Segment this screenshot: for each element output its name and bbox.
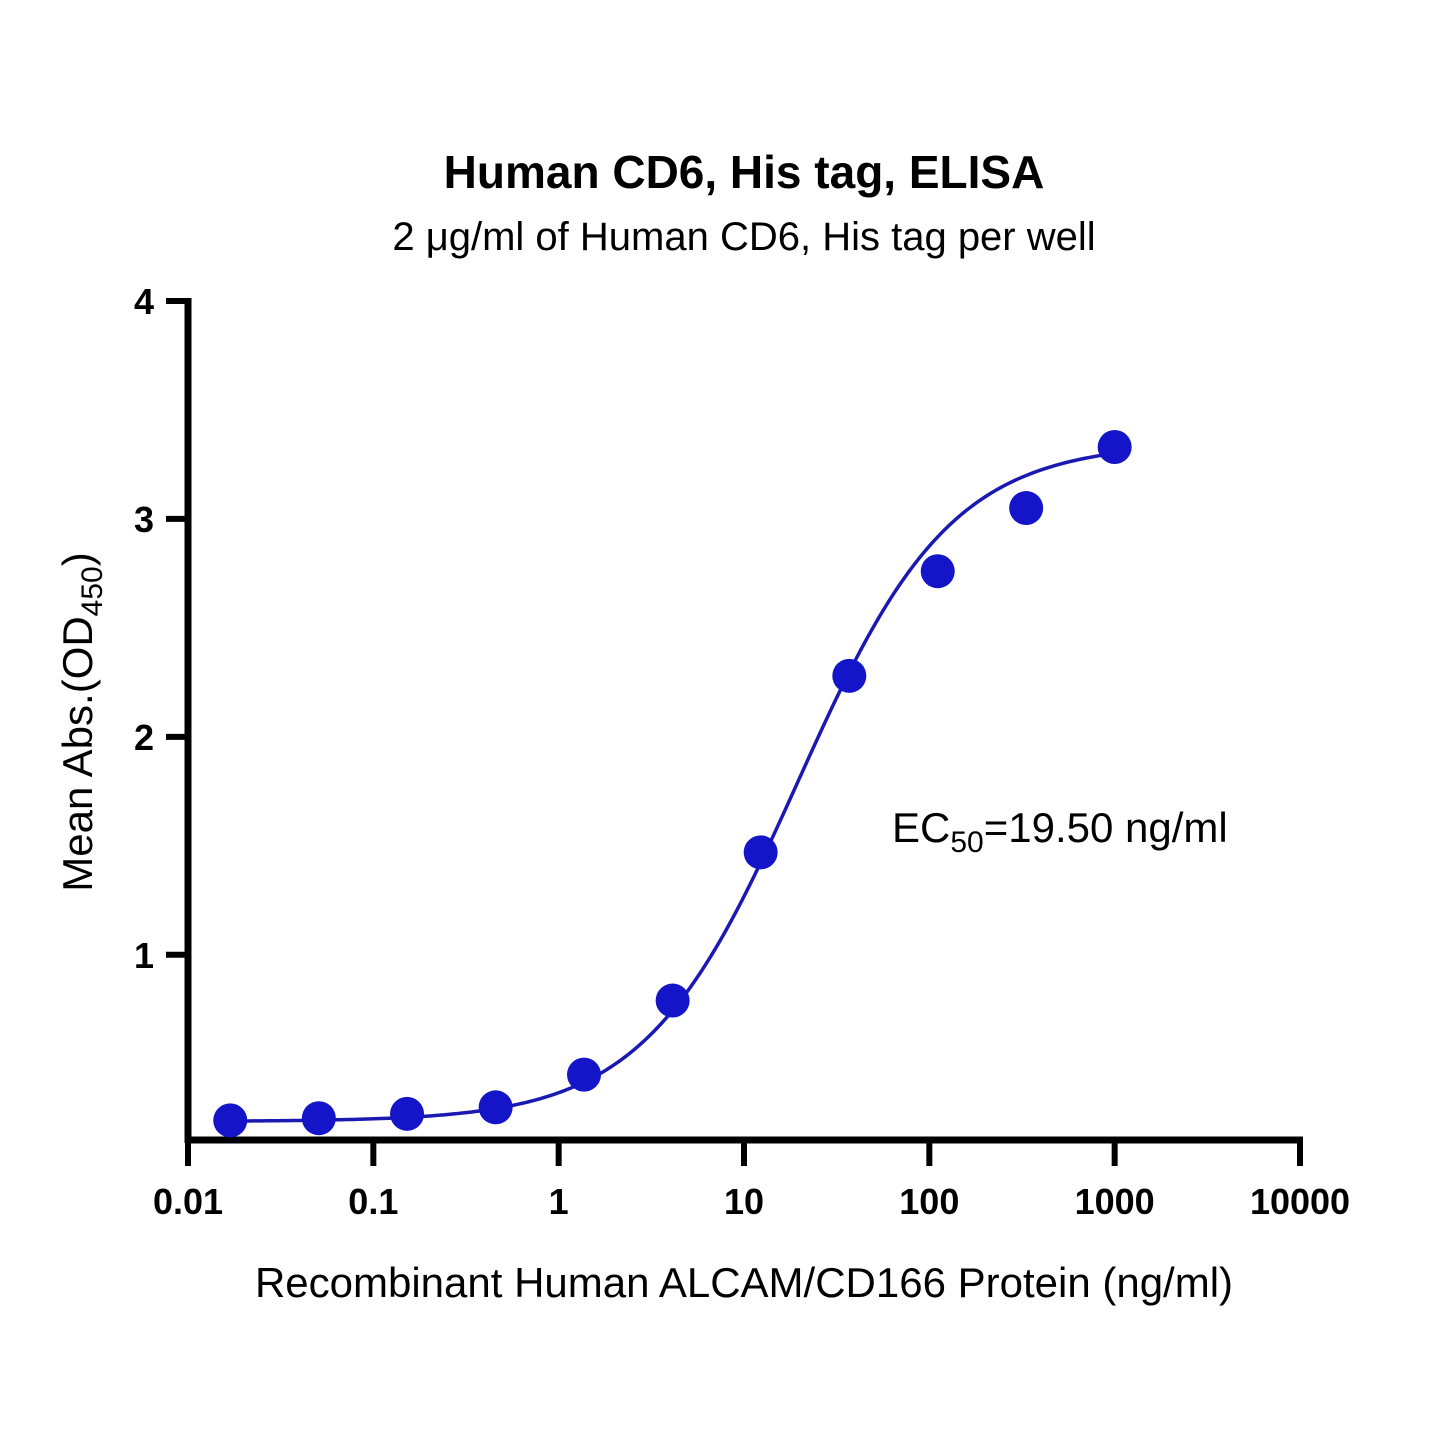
- y-tick-label-2: 3: [134, 499, 154, 540]
- y-tick-label-0: 1: [134, 935, 154, 976]
- data-point-2: [390, 1096, 425, 1131]
- y-axis-label-main: Mean Abs.(OD: [54, 616, 101, 891]
- ec50-annotation: EC50=19.50 ng/ml: [892, 804, 1228, 859]
- y-axis-label-sub: 450: [76, 566, 109, 616]
- chart-subtitle: 2 μg/ml of Human CD6, His tag per well: [392, 215, 1095, 259]
- data-point-10: [1097, 430, 1132, 465]
- data-point-8: [920, 554, 955, 589]
- x-tick-label-6: 10000: [1250, 1181, 1350, 1222]
- x-tick-label-1: 0.1: [348, 1181, 398, 1222]
- fit-curve: [230, 451, 1115, 1123]
- y-axis-label: Mean Abs.(OD450): [54, 552, 109, 892]
- ec50-sub: 50: [950, 826, 983, 859]
- data-point-6: [743, 835, 778, 870]
- ec50-suffix: =19.50 ng/ml: [984, 804, 1228, 851]
- data-point-7: [832, 658, 867, 693]
- chart-title: Human CD6, His tag, ELISA: [444, 146, 1045, 198]
- axes: 1 2 3 4 0.01 0.1 1 10 100 1000 10000: [134, 281, 1350, 1222]
- y-tick-label-3: 4: [134, 281, 154, 322]
- x-tick-label-0: 0.01: [153, 1181, 223, 1222]
- x-tick-label-2: 1: [549, 1181, 569, 1222]
- data-point-3: [478, 1090, 513, 1125]
- x-axis-label: Recombinant Human ALCAM/CD166 Protein (n…: [255, 1259, 1233, 1306]
- data-points-layer: [213, 430, 1132, 1138]
- y-axis-label-end: ): [54, 552, 101, 566]
- ec50-prefix: EC: [892, 804, 950, 851]
- data-point-1: [301, 1101, 336, 1136]
- fit-curve-layer: [230, 451, 1115, 1123]
- x-tick-label-4: 100: [899, 1181, 959, 1222]
- y-tick-label-1: 2: [134, 717, 154, 758]
- data-point-5: [655, 983, 690, 1018]
- data-point-0: [213, 1103, 248, 1138]
- x-tick-label-3: 10: [724, 1181, 764, 1222]
- data-point-9: [1009, 491, 1044, 526]
- x-tick-label-5: 1000: [1075, 1181, 1155, 1222]
- data-point-4: [567, 1057, 602, 1092]
